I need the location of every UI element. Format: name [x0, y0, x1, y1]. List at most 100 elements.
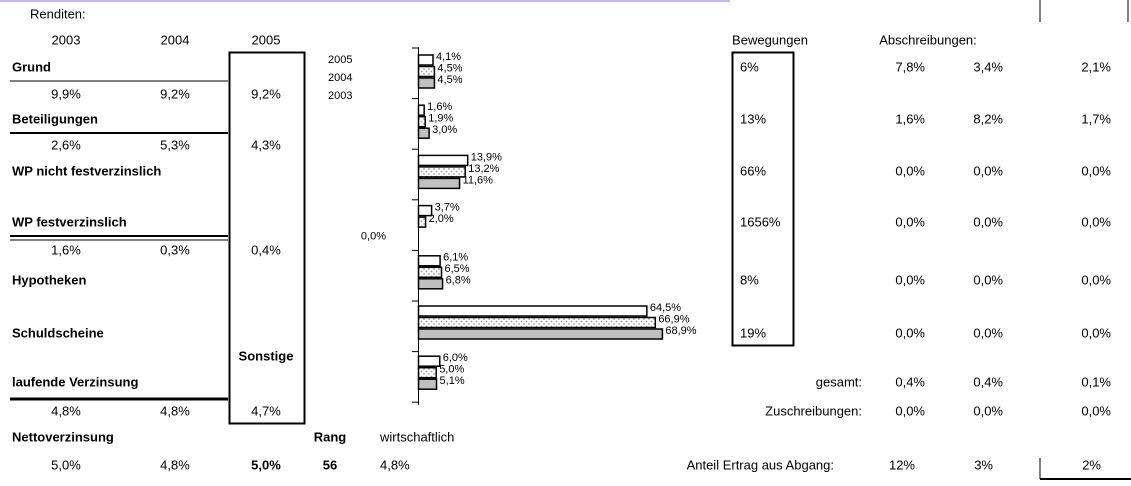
bewegung-value: 66% — [740, 163, 766, 178]
abschreibung-value: 7,8% — [895, 59, 925, 74]
bar — [417, 316, 657, 329]
bar-label: 4,5% — [437, 74, 462, 86]
abschreibung-value: 0,0% — [895, 325, 925, 340]
year-header: 2005 — [252, 32, 281, 47]
bar — [417, 166, 466, 178]
bar-label: 1,9% — [428, 113, 453, 125]
bar-label: 6,1% — [443, 252, 468, 264]
abschreibung-value: 0,0% — [1081, 163, 1111, 178]
bar — [417, 77, 436, 89]
anteil-label: Anteil Ertrag aus Abgang: — [687, 457, 834, 472]
bar-label: 13,2% — [468, 163, 499, 175]
abschreibung-value: 2,1% — [1081, 59, 1111, 74]
bar-label: 6,0% — [443, 352, 468, 364]
bar — [417, 378, 438, 390]
bar-label: 0,0% — [361, 231, 386, 243]
rang-value: 56 — [323, 457, 337, 472]
cell-value: 4,3% — [251, 137, 281, 152]
row-label: Schuldscheine — [12, 325, 104, 340]
legend-entry: 2005 — [328, 54, 352, 66]
bar-label: 5,0% — [439, 364, 464, 376]
year-header: 2003 — [52, 32, 81, 47]
bar-label: 11,6% — [463, 174, 494, 186]
wirtschaftlich-value: 4,8% — [380, 457, 410, 472]
sonstige-label: Sonstige — [239, 348, 294, 363]
bar — [417, 204, 433, 217]
row-label: laufende Verzinsung — [12, 374, 138, 389]
cell-value: 1,6% — [51, 242, 81, 257]
abschreibung-value: 0,0% — [895, 214, 925, 229]
rang-label: Rang — [314, 429, 347, 444]
bar — [417, 255, 441, 267]
bar — [417, 104, 425, 116]
row-label: Hypotheken — [12, 272, 86, 287]
zuschreibungen-label: Zuschreibungen: — [765, 403, 862, 418]
abschreibung-value: 0,0% — [895, 163, 925, 178]
bar-label: 3,0% — [432, 124, 457, 136]
net-value: 5,0% — [251, 457, 281, 472]
row-label: WP nicht festverzinslich — [12, 163, 161, 178]
column-box — [731, 51, 795, 347]
bewegung-value: 13% — [740, 111, 766, 126]
anteil-value: 3% — [974, 457, 993, 472]
row-label: WP festverzinslich — [12, 214, 127, 229]
zuschreibungen-value: 0,0% — [973, 403, 1003, 418]
abschreibung-value: 3,4% — [973, 59, 1003, 74]
abschreibung-value: 0,0% — [895, 272, 925, 287]
legend-entry: 2004 — [328, 72, 352, 84]
bar-label: 3,7% — [435, 202, 460, 214]
cell-value: 0,4% — [251, 242, 281, 257]
bar-label: 68,9% — [665, 325, 696, 337]
year-header: 2004 — [161, 32, 190, 47]
bar-label: 13,9% — [471, 151, 502, 163]
row-label: Grund — [12, 59, 51, 74]
bar-label: 5,1% — [440, 375, 465, 387]
bar-label: 66,9% — [658, 313, 689, 325]
anteil-value: 12% — [889, 457, 915, 472]
bar — [417, 328, 664, 340]
abschreibung-value: 0,0% — [1081, 325, 1111, 340]
abschreibung-value: 8,2% — [973, 111, 1003, 126]
gesamt-value: 0,4% — [973, 374, 1003, 389]
row-label: Beteiligungen — [12, 111, 98, 126]
cell-value: 4,8% — [160, 403, 190, 418]
gesamt-value: 0,4% — [895, 374, 925, 389]
gesamt-label: gesamt: — [816, 374, 862, 389]
bar — [417, 305, 648, 317]
cell-value: 2,6% — [51, 137, 81, 152]
bar — [417, 65, 436, 78]
bar — [417, 266, 443, 279]
bar-label: 6,5% — [445, 263, 470, 275]
column-box — [228, 51, 306, 425]
bar-label: 4,5% — [437, 62, 462, 74]
cell-value: 4,7% — [251, 403, 281, 418]
abschreibung-value: 1,6% — [895, 111, 925, 126]
bar — [417, 278, 444, 290]
cell-value: 9,9% — [51, 86, 81, 101]
cell-value: 0,3% — [160, 242, 190, 257]
net-value: 4,8% — [160, 457, 190, 472]
bewegung-value: 6% — [740, 59, 759, 74]
renditen-label: Renditen: — [30, 6, 86, 21]
zuschreibungen-value: 0,0% — [895, 403, 925, 418]
zuschreibungen-value: 0,0% — [1081, 403, 1111, 418]
bar — [417, 355, 441, 367]
bewegung-value: 19% — [740, 325, 766, 340]
cell-value: 5,3% — [160, 137, 190, 152]
bar-label: 2,0% — [429, 213, 454, 225]
net-value: 5,0% — [51, 457, 81, 472]
cell-value: 4,8% — [51, 403, 81, 418]
wirtschaftlich-label: wirtschaftlich — [379, 429, 454, 444]
anteil-value: 2% — [1082, 457, 1101, 472]
cell-value: 9,2% — [160, 86, 190, 101]
bewegung-value: 8% — [740, 272, 759, 287]
bewegungen-header: Bewegungen — [732, 32, 808, 47]
net-label: Nettoverzinsung — [12, 429, 114, 444]
bar — [417, 115, 426, 128]
bar — [417, 127, 430, 139]
abschreibung-value: 0,0% — [973, 272, 1003, 287]
abschreibung-value: 1,7% — [1081, 111, 1111, 126]
cell-value: 9,2% — [251, 86, 281, 101]
abschreibung-value: 0,0% — [1081, 272, 1111, 287]
